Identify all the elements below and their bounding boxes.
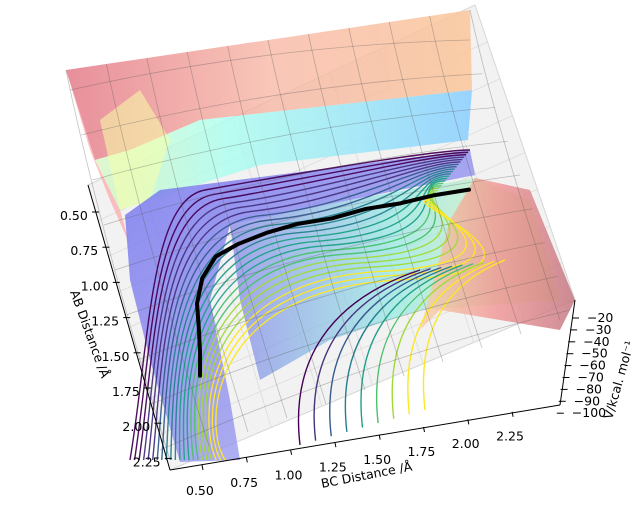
z-tick-label: −50: [581, 346, 607, 361]
surface-cyan-band: [95, 90, 472, 210]
floor-grid-line: [474, 4, 576, 301]
wireframe-line: [148, 275, 558, 406]
contour-line: [178, 175, 450, 461]
y-tick-label: 1.75: [408, 444, 436, 459]
x-tick-label: 1.50: [102, 349, 130, 364]
z-tick-label: −80: [576, 381, 602, 396]
wireframe-line: [388, 21, 483, 349]
contour-line: [161, 165, 457, 461]
contour-line-exit: [407, 260, 495, 415]
surface-yellow-ridge: [100, 90, 170, 210]
surface-back-wall: [66, 10, 472, 160]
wireframe-line: [159, 309, 571, 451]
contour-line-exit: [422, 259, 506, 411]
wireframe-line: [65, 69, 171, 461]
y-tick-label: 2.00: [452, 436, 480, 451]
contour-line: [151, 161, 461, 461]
wireframe-line: [308, 33, 405, 377]
y-tick: [201, 464, 204, 471]
y-tick-label: 2.25: [496, 428, 524, 443]
x-tick-label: 1.75: [112, 384, 140, 399]
x-axis-line: [87, 184, 171, 471]
contour-line-exit: [391, 261, 484, 419]
y-tick-label: 0.75: [230, 475, 258, 490]
contour-line: [211, 196, 476, 461]
wireframe-line: [69, 39, 471, 91]
tick-labels: 0.50 0.75 1.00 1.25 1.50 1.75 2.00 2.25 0.50 0.75…: [60, 208, 613, 498]
wireframe-line: [137, 242, 546, 361]
wireframe-line: [469, 9, 561, 321]
y-tick: [467, 419, 470, 425]
contour-line: [138, 154, 467, 461]
x-tick-label: 1.25: [91, 314, 119, 329]
x-tick-label: 2.25: [133, 454, 161, 469]
contour-line-exit: [329, 266, 442, 437]
x-axis-label: AB Distance /Å: [67, 288, 113, 380]
contour-line: [182, 177, 448, 461]
trajectory-path: [195, 187, 471, 378]
x-tick-label: 2.00: [122, 419, 150, 434]
surface-left-flank: [66, 70, 130, 245]
y-tick: [290, 449, 293, 455]
y-tick-label: 1.00: [275, 467, 303, 482]
contour-line: [129, 149, 471, 461]
wireframe-line: [126, 208, 533, 316]
surface-right-wall: [420, 178, 575, 330]
wireframe-line: [227, 45, 327, 405]
wireframe-line: [106, 63, 210, 447]
z-tick-label: −100: [572, 405, 606, 420]
z-tick-label: −70: [578, 370, 604, 385]
y-tick: [423, 426, 425, 433]
y-tick-label: 0.50: [186, 483, 214, 498]
y-tick: [378, 434, 381, 440]
z-tick-label: −40: [583, 334, 609, 349]
floor-grid-line: [169, 299, 576, 471]
z-tick-label: −60: [579, 358, 605, 373]
wireframe-line: [114, 174, 521, 271]
surface-wireframe: [65, 9, 571, 461]
wireframe-line: [146, 57, 249, 433]
y-tick-label: 1.25: [319, 460, 347, 475]
wireframe-line: [81, 73, 483, 136]
contour-line: [165, 168, 455, 461]
y-tick: [245, 457, 248, 463]
contour-line: [142, 156, 465, 461]
contour-line: [215, 199, 485, 461]
contour-line: [147, 158, 463, 461]
wireframe-line: [103, 140, 508, 226]
x-tick-label: 1.00: [81, 278, 109, 293]
y-axis-line: [169, 404, 561, 471]
contour-line-exit: [344, 265, 453, 432]
wireframe-line: [186, 51, 288, 419]
contour-line-exit: [297, 269, 421, 446]
contour-line: [204, 192, 459, 461]
contour-line-exit: [313, 268, 431, 441]
y-tick: [511, 411, 514, 417]
z-tick-label: −90: [574, 393, 600, 408]
y-tick: [334, 442, 337, 448]
y-tick-label: 1.50: [363, 452, 391, 467]
contour-line: [208, 194, 467, 461]
contour-line: [156, 163, 459, 461]
z-tick-label: −30: [585, 322, 611, 337]
wireframe-line: [348, 27, 444, 363]
x-tick-label: 0.50: [60, 208, 88, 223]
contour-line-exit: [376, 263, 474, 424]
contour-line: [174, 173, 451, 461]
contour-lines: [129, 149, 506, 461]
x-tick-label: 0.75: [70, 243, 98, 258]
contour-line-exit: [360, 264, 463, 428]
wireframe-line: [92, 107, 496, 181]
z-tick-label: −20: [587, 310, 613, 325]
wireframe-line: [267, 39, 366, 391]
contour-line: [133, 151, 469, 461]
wireframe-line: [429, 15, 522, 335]
